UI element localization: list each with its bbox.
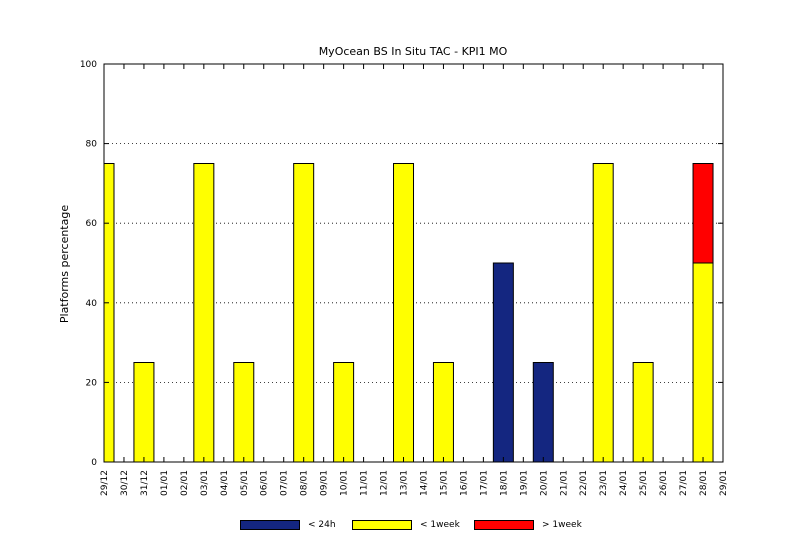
legend: < 24h < 1week > 1week	[0, 518, 799, 534]
bar-24h-20-01	[532, 362, 554, 462]
bars	[104, 163, 714, 462]
x-tick-label: 11/01	[360, 470, 370, 496]
x-tick-label: 20/01	[539, 470, 549, 496]
legend-swatch-lt1week	[352, 520, 412, 530]
bar-1week-10-01	[333, 362, 355, 462]
bar-1week-03-01	[193, 163, 215, 462]
x-tick-label: 07/01	[280, 470, 290, 496]
x-tick-label: 25/01	[639, 470, 649, 496]
legend-label-lt24h: < 24h	[308, 520, 336, 530]
y-tick-label: 20	[86, 378, 98, 388]
bar-1week-31-12	[133, 362, 155, 462]
legend-item-lt24h: < 24h	[240, 518, 336, 532]
bar-1week-08-01	[293, 163, 315, 462]
y-tick-label: 80	[86, 140, 98, 150]
x-tick-label: 14/01	[419, 470, 429, 496]
y-tick-label: 100	[80, 60, 97, 70]
bar-24h-18-01	[492, 262, 514, 462]
legend-label-gt1week: > 1week	[542, 520, 582, 530]
x-tick-label: 06/01	[260, 470, 270, 496]
x-tick-label: 24/01	[619, 470, 629, 496]
bar-1week-05-01	[233, 362, 255, 462]
x-tick-label: 13/01	[400, 470, 410, 496]
legend-swatch-lt24h	[240, 520, 300, 530]
bar-1week-13-01	[393, 163, 415, 462]
x-tick-label: 19/01	[519, 470, 529, 496]
x-tick-label: 03/01	[200, 470, 210, 496]
x-tick-label: 23/01	[599, 470, 609, 496]
x-tick-label: 15/01	[439, 470, 449, 496]
x-tick-label: 04/01	[220, 470, 230, 496]
y-tick-label: 0	[91, 458, 97, 468]
legend-item-gt1week: > 1week	[474, 518, 582, 532]
x-tick-label: 26/01	[659, 470, 669, 496]
y-tick-label: 60	[86, 219, 98, 229]
x-tick-label: 29/01	[719, 470, 729, 496]
x-tick-label: 02/01	[180, 470, 190, 496]
x-tick-label: 10/01	[340, 470, 350, 496]
legend-label-lt1week: < 1week	[420, 520, 460, 530]
plot-frame	[103, 63, 724, 463]
x-tick-label: 16/01	[459, 470, 469, 496]
x-tick-label: 30/12	[120, 470, 130, 496]
legend-swatch-gt1week	[474, 520, 534, 530]
bar-1week-23-01	[592, 163, 614, 462]
chart-title: MyOcean BS In Situ TAC - KPI1 MO	[319, 45, 508, 58]
x-tick-label: 29/12	[100, 470, 110, 496]
x-tick-label: 28/01	[699, 470, 709, 496]
x-axis: 29/12 30/12 31/12 01/01 02/01 03/01 04/01 05/01…	[100, 64, 729, 496]
y-tick-label: 40	[86, 299, 98, 309]
x-tick-label: 22/01	[579, 470, 589, 496]
bar-1week-29-12	[104, 163, 115, 462]
y-axis-label: Platforms percentage	[58, 205, 71, 323]
x-tick-label: 21/01	[559, 470, 569, 496]
bar-1week-28-01	[692, 262, 714, 462]
x-tick-label: 17/01	[479, 470, 489, 496]
chart-canvas: MyOcean BS In Situ TAC - KPI1 MO Platfor…	[58, 45, 729, 496]
x-tick-label: 27/01	[679, 470, 689, 496]
x-tick-label: 05/01	[240, 470, 250, 496]
x-tick-label: 31/12	[140, 470, 150, 496]
x-tick-label: 18/01	[499, 470, 509, 496]
x-tick-label: 08/01	[300, 470, 310, 496]
x-tick-label: 01/01	[160, 470, 170, 496]
bar-1week-28-01	[692, 163, 714, 264]
bar-1week-15-01	[432, 362, 454, 462]
x-tick-label: 12/01	[380, 470, 390, 496]
bar-1week-25-01	[632, 362, 654, 462]
legend-item-lt1week: < 1week	[352, 518, 460, 532]
y-axis: 0 20 40 60 80 100	[80, 60, 723, 468]
x-tick-label: 09/01	[320, 470, 330, 496]
